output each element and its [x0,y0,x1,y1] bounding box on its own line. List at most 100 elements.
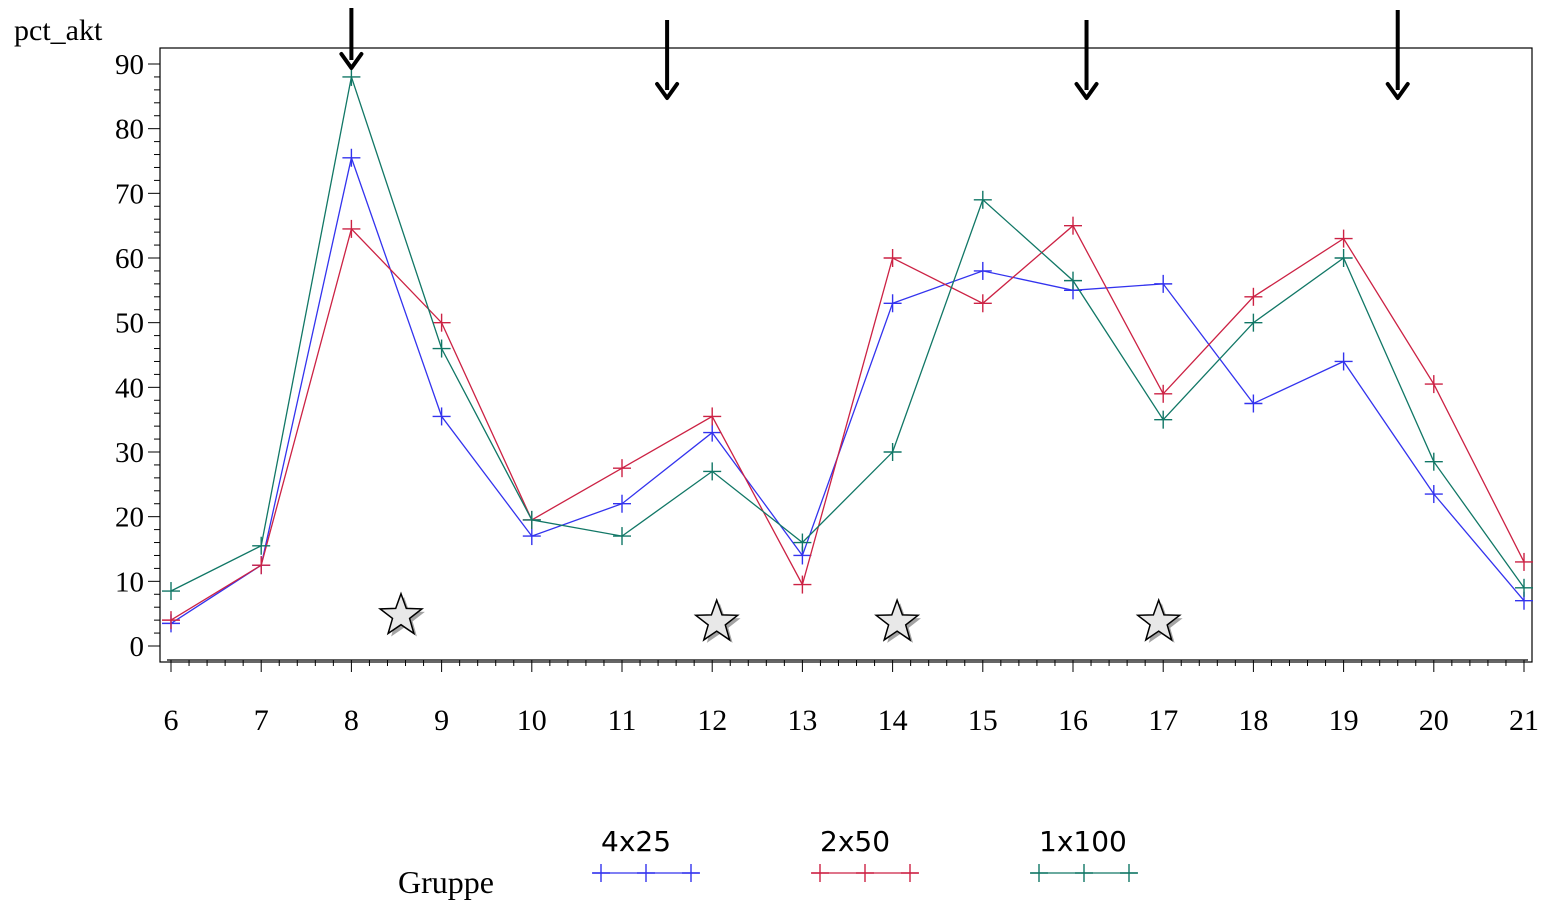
data-point [1154,384,1173,403]
annotation-layer [339,8,1410,643]
data-point [1515,578,1533,597]
star-icon [1135,597,1182,642]
y-tick-label: 10 [115,566,144,598]
data-point [883,443,902,461]
data-point [703,462,722,481]
data-point [637,864,655,882]
data-point [1244,313,1263,332]
data-point [793,575,812,594]
down-arrow [655,20,680,100]
y-tick-label: 60 [115,243,144,275]
data-point [1154,274,1173,293]
data-point [1064,271,1082,290]
data-point [162,611,180,630]
x-tick-label: 9 [434,704,449,737]
series-2x50 [162,216,1533,630]
series-line [170,74,1525,592]
data-point [682,864,700,882]
arrow-head [339,52,364,70]
series-1x100 [162,67,1533,601]
x-tick-label: 19 [1329,704,1359,737]
data-point [883,294,902,313]
y-tick-label: 80 [115,114,144,146]
y-axis: 0 10 20 30 40 50 60 70 80 90 [115,49,160,663]
x-tick-label: 11 [608,704,637,737]
data-point [901,864,919,882]
x-tick-label: 8 [344,704,359,737]
arrow-head [1385,82,1410,100]
y-tick-label: 20 [115,502,144,534]
x-tick-label: 12 [697,704,727,737]
legend-item: 4x25 [592,825,700,882]
data-point [162,582,180,601]
data-point [1154,410,1173,429]
y-tick-label: 30 [115,437,144,469]
x-axis: 6 7 8 9 10 11 12 13 14 15 16 17 18 19 20 21 [164,659,1539,737]
x-tick-label: 18 [1238,704,1268,737]
data-point [342,219,361,238]
data-point [703,407,722,426]
y-axis-title: pct_akt [14,14,103,47]
arrow-head [655,82,680,100]
data-point [432,339,451,358]
data-point [811,864,829,882]
x-tick-label: 14 [878,704,908,737]
legend-title: Gruppe [398,864,494,900]
star-marker [693,597,741,643]
star-marker [874,597,921,643]
data-point [1334,352,1353,371]
down-arrow [1074,20,1099,100]
data-point [613,459,631,478]
series-layer [162,67,1533,633]
legend-label: 4x25 [601,825,671,858]
data-point [252,536,271,555]
y-tick-label: 70 [115,178,144,210]
data-point [1424,485,1443,504]
data-point [252,556,271,575]
y-tick-label: 90 [115,49,144,81]
x-tick-label: 13 [787,704,817,737]
data-point [1244,394,1263,413]
data-point [1030,864,1048,882]
data-point [1424,375,1443,394]
legend-label: 1x100 [1039,825,1127,858]
data-point [1515,552,1533,571]
data-point [1424,452,1443,471]
arrow-head [1074,82,1099,100]
data-point [613,494,631,513]
data-point [1120,864,1138,882]
data-point [432,313,451,332]
star-icon [693,597,740,642]
data-point [1334,249,1353,267]
star-icon [377,591,425,636]
data-point [613,527,631,546]
data-point [342,148,361,167]
down-arrow [1385,10,1410,100]
series-line [170,224,1525,621]
y-tick-label: 40 [115,372,144,404]
data-point [793,533,812,552]
data-point [592,864,610,882]
data-point [522,527,541,546]
y-tick-label: 50 [115,308,144,340]
series-line [170,155,1525,624]
data-point [883,249,902,267]
legend-label: 2x50 [820,825,890,858]
x-tick-label: 16 [1058,704,1088,737]
data-point [1075,864,1093,882]
y-tick-label: 0 [130,631,145,663]
data-point [1244,287,1263,306]
x-tick-label: 15 [968,704,998,737]
data-point [973,190,992,209]
plot-frame [159,47,1533,663]
data-point [703,423,722,442]
data-point [1064,216,1082,235]
x-tick-label: 20 [1419,704,1449,737]
data-point [973,294,992,313]
star-icon [874,597,921,642]
data-point [1334,229,1353,248]
data-point [856,864,874,882]
star-marker [1135,597,1183,643]
x-tick-label: 21 [1509,704,1539,737]
